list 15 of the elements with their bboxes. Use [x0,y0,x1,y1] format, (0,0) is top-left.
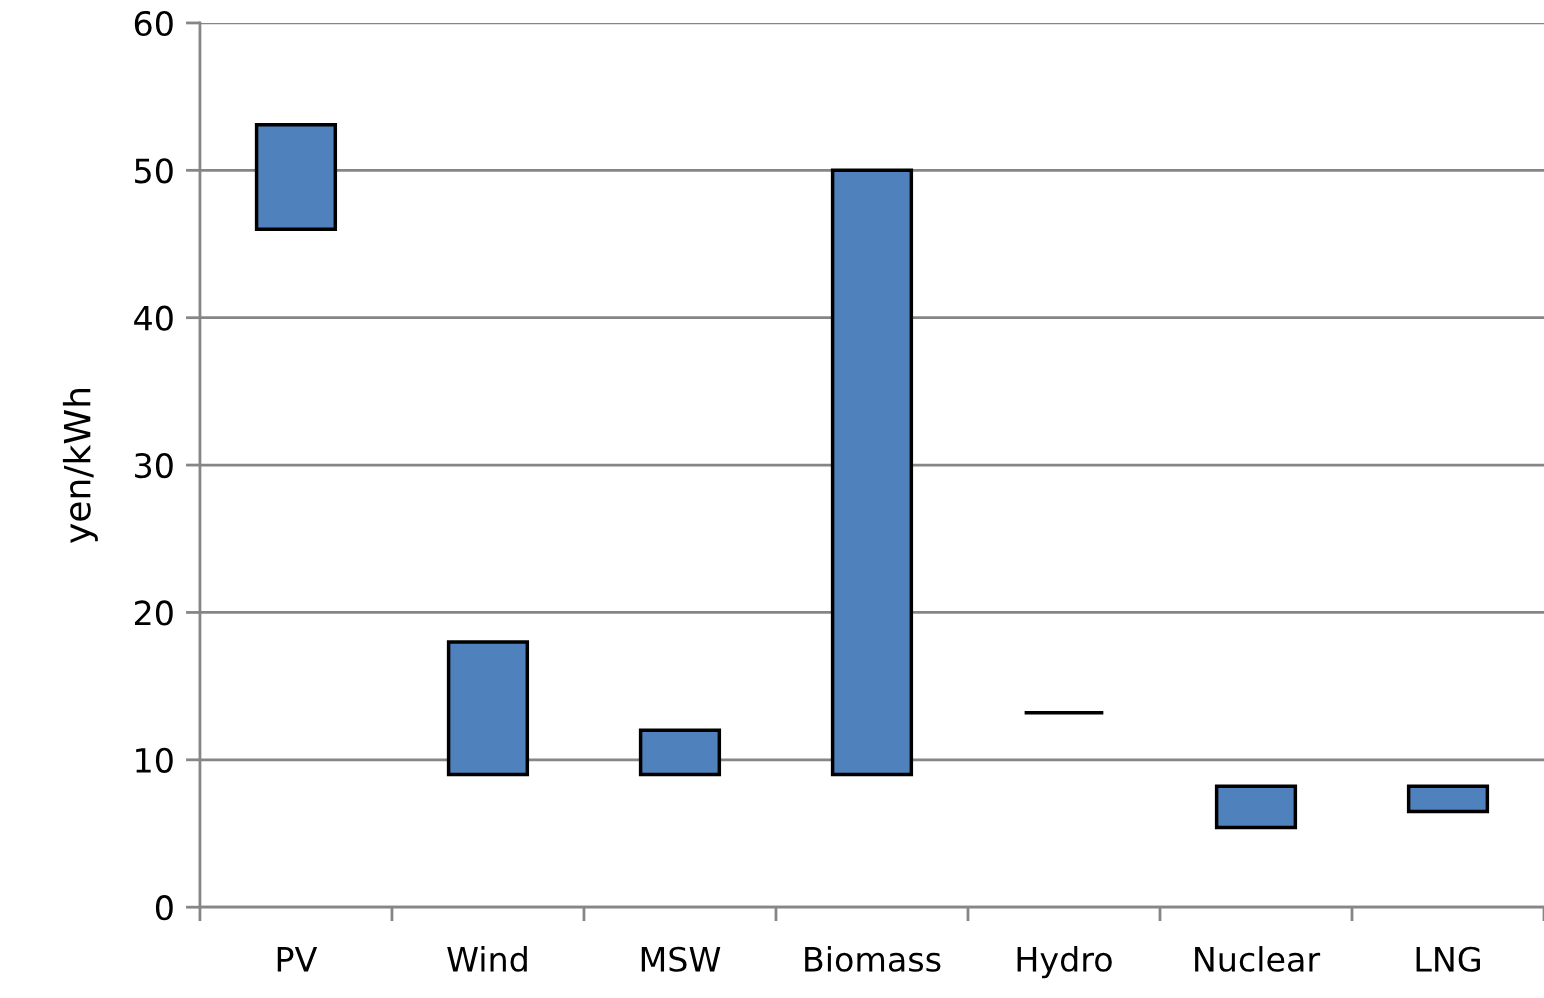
x-tick-label: Nuclear [1195,946,1321,972]
x-tick-label: Hydro [1017,946,1112,979]
x-tick-label: PV [277,947,318,972]
x-tick-label: LNG [1416,946,1480,972]
y-tick-label: 50 [135,158,173,184]
y-tick-label: 30 [135,452,173,479]
y-axis-title: yen/kWh [62,389,98,544]
y-tick-label: 10 [136,747,173,773]
x-tick-label: Biomass [805,946,941,972]
y-tick-label: 40 [134,305,173,331]
x-tick-label: Wind [447,946,527,972]
x-tick-label: MSW [641,946,721,972]
y-tick-label: 60 [134,10,173,37]
y-tick-label: 20 [134,600,173,626]
y-tick-label: 0 [155,895,173,921]
